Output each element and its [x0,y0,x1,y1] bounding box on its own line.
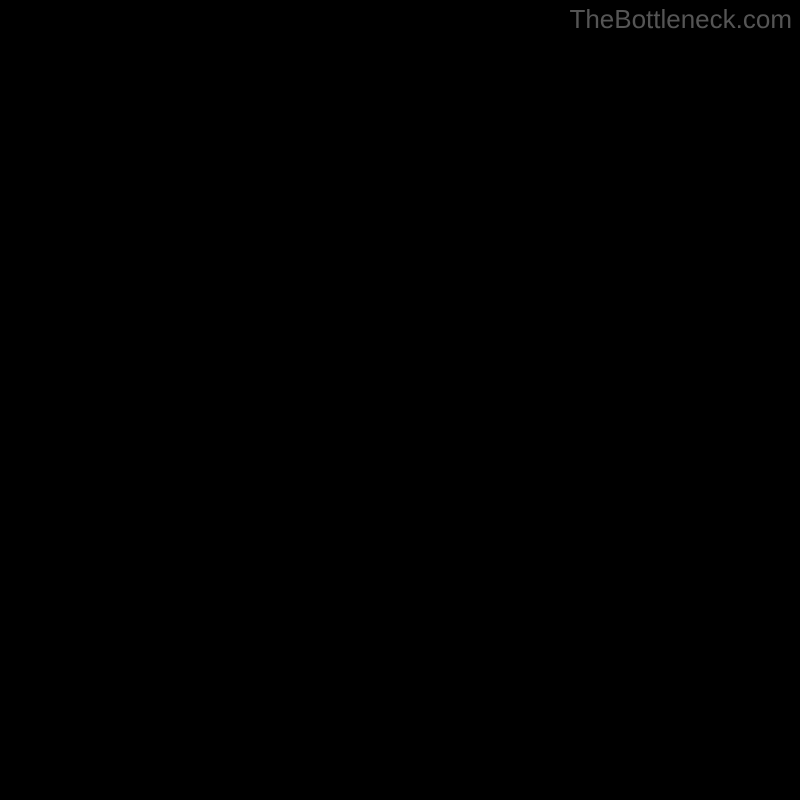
watermark-text: TheBottleneck.com [569,4,792,35]
outer-frame [0,0,800,800]
